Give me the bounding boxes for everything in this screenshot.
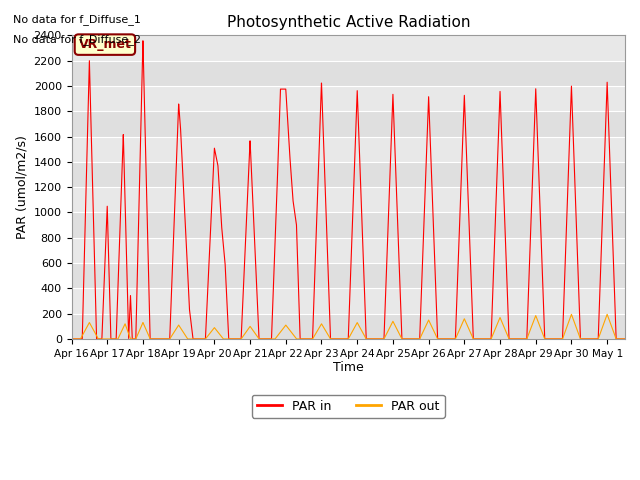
Title: Photosynthetic Active Radiation: Photosynthetic Active Radiation	[227, 15, 470, 30]
Text: No data for f_Diffuse_1: No data for f_Diffuse_1	[13, 14, 141, 25]
Bar	[72, 162, 625, 187]
Bar	[72, 111, 625, 136]
Text: No data for f_Diffuse_2: No data for f_Diffuse_2	[13, 34, 141, 45]
Bar	[72, 263, 625, 288]
Bar	[72, 213, 625, 238]
X-axis label: Time: Time	[333, 361, 364, 374]
Text: VR_met: VR_met	[79, 38, 131, 51]
Bar	[72, 313, 625, 339]
Legend: PAR in, PAR out: PAR in, PAR out	[252, 395, 445, 418]
Y-axis label: PAR (umol/m2/s): PAR (umol/m2/s)	[15, 135, 28, 239]
Bar	[72, 60, 625, 86]
